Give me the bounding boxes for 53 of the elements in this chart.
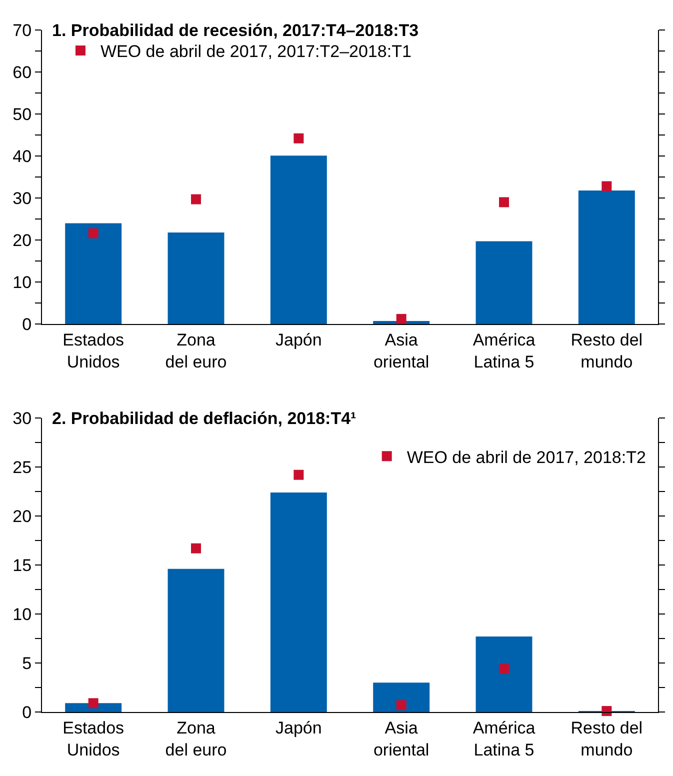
x-tick-label: Zona del euro — [165, 718, 227, 760]
y-tick-label: 30 — [12, 408, 32, 428]
bar — [476, 241, 532, 324]
x-tick-label: América Latina 5 — [472, 718, 536, 760]
x-tick-label: Asia oriental — [373, 718, 430, 760]
point — [602, 181, 612, 192]
x-tick-label: América Latina 5 — [472, 330, 536, 372]
y-tick-label: 0 — [22, 702, 32, 722]
y-tick-label: 30 — [12, 188, 32, 208]
point — [88, 228, 98, 238]
point — [602, 706, 612, 716]
x-tick-label: Zona del euro — [165, 330, 227, 372]
bar — [270, 492, 327, 712]
bar — [65, 703, 122, 712]
x-tick-label: Estados Unidos — [62, 330, 124, 372]
bar — [65, 223, 122, 324]
point — [499, 664, 509, 674]
point — [191, 194, 201, 204]
chart-title: 2. Probabilidad de deflación, 2018:T4¹ — [52, 408, 357, 428]
y-tick-label: 10 — [12, 272, 32, 292]
chart-title: 1. Probabilidad de recesión, 2017:T4–2018:T3 — [52, 20, 419, 40]
x-tick-label: Resto del mundo — [570, 718, 643, 760]
bar — [168, 232, 224, 324]
x-tick-label: Estados Unidos — [62, 718, 124, 760]
x-tick-label: Japón — [276, 330, 322, 350]
y-tick-label: 0 — [22, 314, 32, 334]
y-tick-label: 20 — [12, 230, 32, 250]
y-tick-label: 10 — [12, 604, 32, 624]
bar — [168, 568, 224, 712]
y-tick-label: 70 — [12, 20, 32, 40]
bar — [373, 682, 430, 712]
y-tick-label: 20 — [12, 506, 32, 526]
y-tick-label: 5 — [22, 654, 32, 673]
x-tick-label: Japón — [276, 718, 322, 738]
point — [191, 543, 201, 554]
legend-label: WEO de abril de 2017, 2018:T2 — [406, 448, 646, 467]
x-tick-label: Resto del mundo — [570, 330, 643, 372]
point — [88, 698, 98, 708]
y-tick-label: 25 — [12, 458, 32, 477]
point — [294, 133, 304, 144]
point — [396, 700, 406, 710]
x-tick-label: Asia oriental — [373, 330, 430, 372]
point — [499, 197, 509, 208]
bar — [578, 190, 635, 324]
y-tick-label: 50 — [12, 104, 32, 124]
bar — [476, 636, 532, 712]
y-tick-label: 40 — [12, 146, 32, 166]
bar — [270, 156, 327, 324]
point — [396, 314, 406, 324]
y-tick-label: 60 — [12, 62, 32, 82]
legend-label: WEO de abril de 2017, 2017:T2–2018:T1 — [100, 42, 412, 62]
point — [294, 470, 304, 480]
y-tick-label: 15 — [12, 556, 32, 575]
